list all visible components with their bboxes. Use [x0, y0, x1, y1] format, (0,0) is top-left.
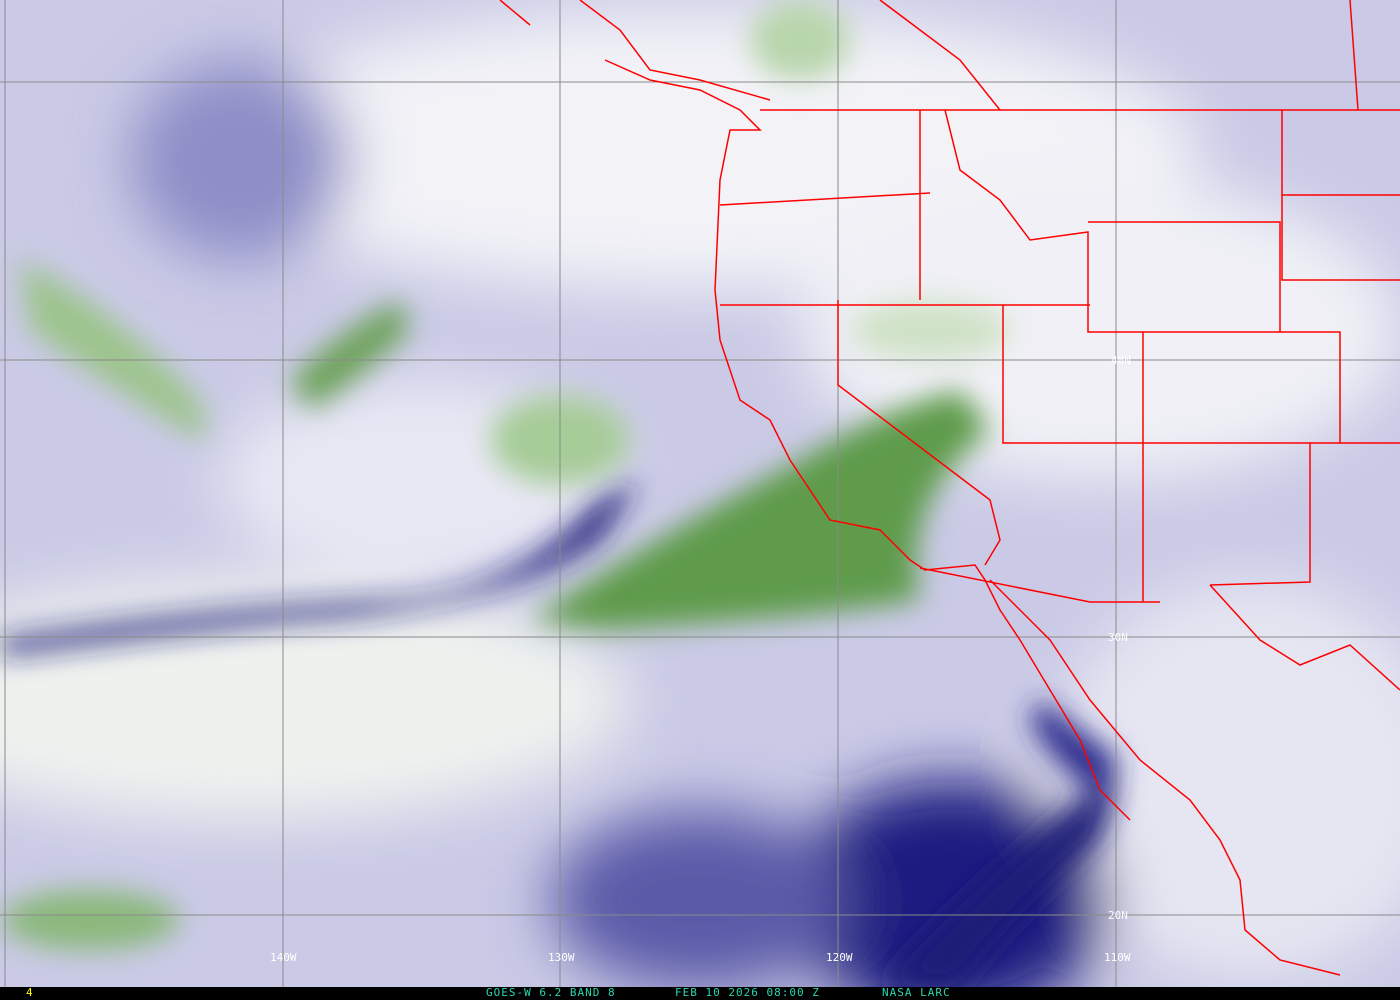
frame-number: 4: [26, 986, 34, 999]
coastline-mexico: [989, 579, 1341, 976]
lat-label-40n: 40N: [1111, 354, 1131, 367]
lon-label-110w: 110W: [1104, 951, 1131, 964]
lon-label-130w: 130W: [548, 951, 575, 964]
coastline-gulf: [1209, 584, 1400, 691]
cloud-bands: [0, 0, 1010, 950]
lat-label-30n: 30N: [1108, 631, 1128, 644]
coastline-west: [604, 59, 1131, 821]
grid-labels: 140W 130W 120W 110W 40N 30N 20N: [270, 354, 1131, 964]
moisture-field: [0, 10, 1400, 987]
lon-label-120w: 120W: [826, 951, 853, 964]
source-label: NASA LARC: [882, 986, 951, 999]
caption-bar: 4 GOES-W 6.2 BAND 8 FEB 10 2026 08:00 Z …: [0, 986, 1400, 1000]
state-borders: [719, 0, 1400, 603]
satellite-label: GOES-W 6.2 BAND 8: [486, 986, 616, 999]
canada-coast: [499, 0, 771, 101]
lat-label-20n: 20N: [1108, 909, 1128, 922]
lon-label-140w: 140W: [270, 951, 297, 964]
political-borders: [499, 0, 1400, 976]
datetime-label: FEB 10 2026 08:00 Z: [675, 986, 820, 999]
